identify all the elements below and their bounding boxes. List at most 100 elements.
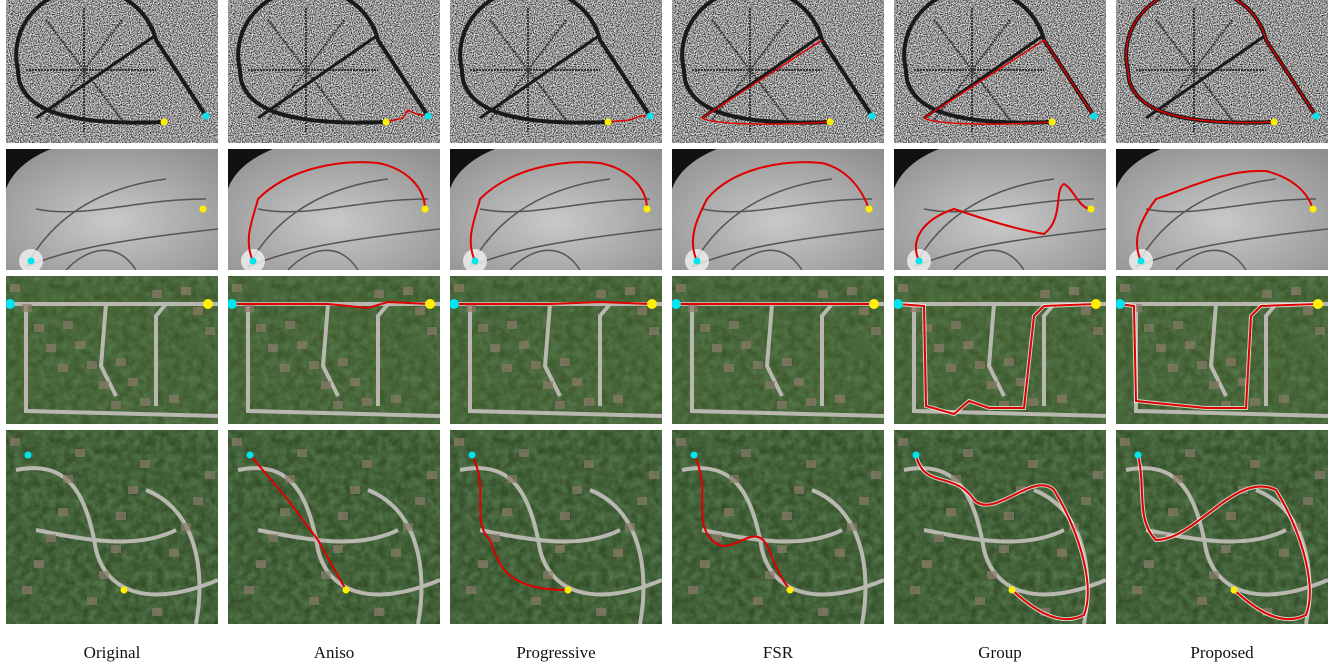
house: [415, 497, 425, 505]
result-image: [6, 430, 218, 624]
extracted-path: [1125, 0, 1317, 124]
vessel: [1175, 249, 1247, 270]
image-content: [1116, 430, 1328, 624]
image-content: [1116, 0, 1328, 143]
house: [975, 597, 985, 605]
road: [701, 528, 843, 544]
house: [507, 321, 517, 329]
result-image: [450, 0, 662, 143]
result-image: [1116, 276, 1328, 424]
house: [934, 344, 944, 352]
house: [1291, 287, 1301, 295]
endpoint: [249, 257, 257, 265]
endpoint: [1008, 586, 1016, 594]
endpoint: [120, 586, 128, 594]
house: [46, 344, 56, 352]
house: [1185, 341, 1195, 349]
house: [1279, 395, 1289, 403]
house: [871, 327, 881, 335]
house: [596, 608, 606, 616]
column-caption: Progressive: [516, 643, 595, 662]
road: [320, 303, 340, 397]
house: [268, 534, 278, 542]
road: [459, 466, 662, 597]
house: [1185, 449, 1195, 457]
house: [1238, 378, 1248, 386]
house: [193, 307, 203, 315]
house: [1120, 284, 1130, 292]
endpoint: [1313, 299, 1323, 309]
endpoint: [690, 451, 698, 459]
endpoint: [468, 451, 476, 459]
road: [367, 488, 424, 624]
house: [555, 401, 565, 409]
image-content: [228, 149, 440, 270]
road: [35, 528, 177, 544]
house: [584, 398, 594, 406]
road: [145, 488, 202, 624]
house: [777, 545, 787, 553]
house: [818, 290, 828, 298]
road: [376, 302, 390, 406]
house: [244, 304, 254, 312]
endpoint: [199, 205, 207, 213]
image-content: [6, 276, 218, 424]
result-image: [6, 276, 218, 424]
house: [1004, 512, 1014, 520]
house: [1057, 549, 1067, 557]
house: [34, 324, 44, 332]
house: [1221, 545, 1231, 553]
extracted-path: [922, 38, 1095, 125]
endpoint: [672, 299, 681, 309]
house: [391, 395, 401, 403]
result-image: [6, 149, 218, 270]
house: [502, 364, 512, 372]
house: [987, 571, 997, 579]
house: [87, 597, 97, 605]
bar-line: [35, 33, 157, 120]
house: [741, 341, 751, 349]
vessel: [953, 249, 1025, 270]
house: [765, 571, 775, 579]
road: [598, 302, 612, 406]
result-image: [672, 149, 884, 270]
road: [903, 466, 1106, 597]
house: [140, 398, 150, 406]
result-image: [228, 0, 440, 143]
house: [466, 586, 476, 594]
noise: [6, 0, 218, 143]
house: [1226, 358, 1236, 366]
endpoint: [471, 257, 479, 265]
endpoint: [425, 299, 435, 309]
dark-corner: [6, 149, 51, 189]
house: [934, 534, 944, 542]
house: [10, 438, 20, 446]
road: [820, 302, 834, 406]
house: [613, 395, 623, 403]
extracted-path: [469, 161, 648, 262]
house: [1250, 398, 1260, 406]
noise: [672, 0, 884, 143]
house: [625, 523, 635, 531]
house: [700, 324, 710, 332]
house: [362, 398, 372, 406]
house: [649, 471, 659, 479]
house: [712, 344, 722, 352]
house: [1057, 395, 1067, 403]
result-image: [894, 430, 1106, 624]
endpoint: [1087, 205, 1095, 213]
house: [1173, 475, 1183, 483]
house: [403, 287, 413, 295]
house: [75, 341, 85, 349]
house: [333, 401, 343, 409]
endpoint: [27, 257, 35, 265]
column-caption: Proposed: [1190, 643, 1254, 662]
house: [350, 378, 360, 386]
road: [811, 488, 868, 624]
extracted-path: [1119, 303, 1319, 409]
image-content: [6, 0, 218, 143]
endpoint: [1270, 118, 1278, 126]
image-content: [894, 149, 1106, 270]
endpoint: [160, 118, 168, 126]
bar-line: [479, 33, 601, 120]
